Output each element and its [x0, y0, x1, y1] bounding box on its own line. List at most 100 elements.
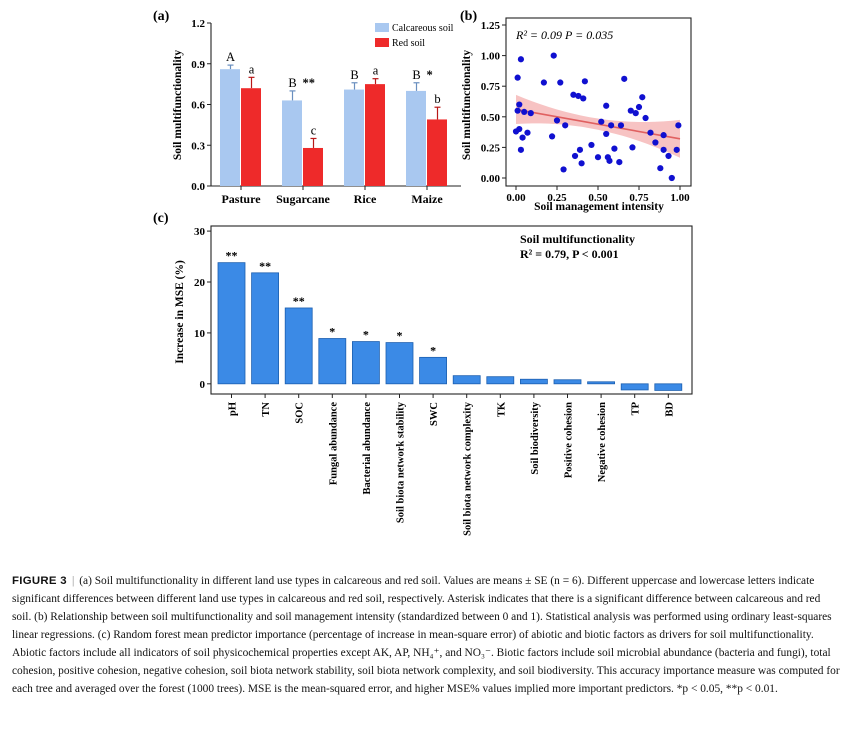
panel-c-bar: [452, 375, 481, 385]
caption-label: FIGURE 3: [12, 575, 67, 587]
panel-a-bar: [220, 69, 240, 186]
panel-a-letter-label: A: [226, 50, 235, 64]
panel-b-data-point: [603, 102, 610, 109]
panel-b-data-point: [581, 78, 588, 85]
panel-c-x-tick-label: Bacterial abundance: [362, 402, 373, 495]
panel-b-data-point: [665, 152, 672, 160]
panel-b-y-tick-label: 0.75: [481, 81, 501, 93]
panel-a-y-tick-label: 0.9: [191, 59, 205, 71]
panel-b-data-point: [611, 145, 618, 152]
panel-b-data-point: [560, 166, 567, 173]
panel-c-x-tick-label: pH: [228, 402, 239, 416]
panel-a-y-tick-label: 0.6: [191, 100, 205, 112]
panel-a-label: (a): [153, 9, 170, 24]
panel-a-letter-label: B: [412, 68, 420, 82]
panel-c-title: Soil multifunctionality: [520, 232, 635, 246]
panel-b-x-tick-label: 0.75: [629, 192, 649, 204]
panel-c-significance-mark: **: [293, 294, 305, 308]
panel-b-data-point: [578, 160, 585, 167]
panel-c-x-tick-label: TN: [261, 402, 272, 417]
panel-c-bar: [419, 356, 448, 385]
panel-b-y-tick-label: 0.00: [481, 173, 501, 185]
panel-c-x-tick-label: SOC: [295, 402, 306, 424]
panel-c-y-tick-label: 10: [194, 328, 206, 340]
caption-text: (a) Soil multifunctionality in different…: [12, 575, 840, 695]
panel-a-y-tick-label: 0.3: [191, 140, 205, 152]
panel-c-y-tick-label: 20: [194, 277, 206, 289]
panel-b-data-point: [575, 92, 582, 100]
panel-c-y-axis-label: Increase in MSE (%): [174, 260, 186, 364]
panel-b-data-point: [540, 79, 547, 86]
panel-b-data-point: [627, 107, 634, 114]
panel-c-x-tick-label: Soil biota network complexity: [463, 401, 474, 536]
panel-b-data-point: [588, 141, 595, 149]
panel-b-data-point: [632, 110, 639, 117]
panel-a-y-tick-label: 0.0: [191, 181, 205, 193]
panel-b-data-point: [516, 101, 523, 108]
panel-a-x-tick-label: Maize: [411, 192, 443, 206]
panel-a-y-tick-label: 1.2: [191, 18, 205, 30]
panel-b-data-point: [580, 95, 587, 102]
panel-a-legend-label: Red soil: [392, 38, 425, 49]
panel-c-bar: [385, 342, 414, 385]
panel-b-y-tick-label: 0.50: [481, 112, 501, 124]
panel-c-x-tick-label: Soil biodiversity: [530, 401, 541, 474]
panel-b-confidence-band: [516, 94, 680, 158]
panel-b-x-tick-label: 0.50: [588, 192, 608, 204]
panel-b-x-tick-label: 1.00: [670, 192, 690, 204]
panel-b-data-point: [598, 118, 605, 125]
panel-b-data-point: [668, 174, 675, 182]
panel-b-data-point: [594, 154, 602, 161]
panel-c-plot-frame: [210, 225, 693, 395]
panel-b-y-axis-label: Soil multifunctionality: [461, 50, 473, 160]
panel-b-data-point: [652, 139, 659, 146]
panel-c-bar: [486, 376, 515, 385]
panel-c-bar: [553, 379, 582, 385]
panel-a-bar: [365, 84, 385, 186]
panel-a-y-axis-label: Soil multifunctionality: [172, 50, 184, 160]
panel-c-bar: [251, 272, 280, 385]
panel-a-letter-label: B: [350, 68, 358, 82]
panel-b-data-point: [519, 134, 526, 141]
panel-c-significance-mark: **: [259, 259, 271, 273]
panel-b-y-tick-label: 1.25: [481, 20, 501, 32]
panel-c-significance-mark: *: [430, 343, 436, 357]
panel-b-data-point: [548, 133, 556, 140]
panel-b-data-point: [675, 122, 682, 129]
panel-b-data-point: [673, 146, 680, 153]
panel-b-data-point: [576, 146, 584, 153]
panel-b-data-point: [553, 117, 561, 124]
panel-b-data-point: [603, 130, 610, 138]
panel-c-x-tick-label: Negative cohesion: [597, 402, 608, 482]
panel-b-label: (b): [460, 9, 477, 24]
panel-b-x-tick-label: 0.25: [547, 192, 567, 204]
panel-b-data-point: [550, 52, 557, 59]
panel-a-significance-mark: *: [427, 68, 433, 82]
panel-b-data-point: [606, 157, 613, 164]
panel-b-data-point: [660, 132, 667, 139]
panel-c-x-tick-label: SWC: [429, 402, 440, 426]
panel-c-x-tick-label: TP: [631, 401, 642, 415]
panel-c-x-tick-label: BD: [664, 402, 675, 417]
panel-b-data-point: [514, 74, 521, 81]
panel-a-legend-swatch: [375, 23, 389, 32]
panel-c-bar: [318, 338, 347, 385]
panel-b-data-point: [517, 56, 525, 63]
panel-a-letter-label: b: [434, 92, 440, 106]
panel-c-y-tick-label: 30: [194, 226, 206, 238]
panel-b-x-tick-label: 0.00: [506, 192, 526, 204]
panel-b-y-tick-label: 1.00: [481, 51, 501, 63]
panel-b-data-point: [621, 75, 628, 82]
panel-a-bar: [406, 90, 426, 186]
panel-a-letter-label: c: [311, 123, 317, 137]
figure-caption: FIGURE 3 | (a) Soil multifunctionality in …: [12, 572, 840, 698]
panel-a-legend: Calcareous soil Red soil: [375, 23, 454, 49]
panel-c-significance-mark: **: [226, 249, 238, 263]
panel-b-data-point: [527, 110, 534, 117]
panel-b-regression-annotation: R² = 0.09 P = 0.035: [515, 28, 613, 42]
panel-a-x-tick-label: Rice: [354, 192, 377, 206]
panel-a-bar: [427, 119, 447, 186]
panel-a-legend-swatch: [375, 38, 389, 47]
panel-c-significance-mark: *: [329, 325, 335, 339]
